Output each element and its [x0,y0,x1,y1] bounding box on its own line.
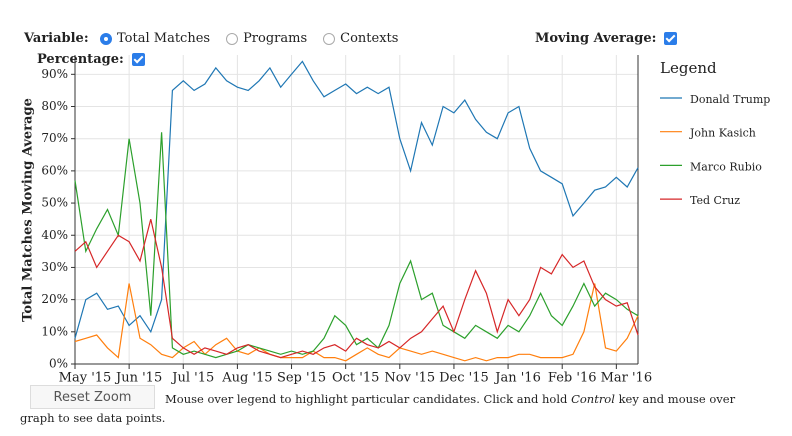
radio-group: Total Matches Programs Contexts [100,31,414,46]
radio-option[interactable]: Programs [226,31,307,46]
y-tick-label: 20% [41,292,68,306]
series-line [74,132,639,359]
x-tick-label: Jun '15 [114,371,162,386]
percentage-checkbox[interactable] [131,53,145,66]
y-tick-label: 70% [41,131,68,145]
moving-average-checkbox[interactable] [664,32,678,45]
y-axis-title: Total Matches Moving Average [21,98,36,322]
x-tick-label: Oct '15 [332,371,379,386]
y-tick-label: 30% [41,260,68,274]
x-tick-label: Jan '16 [493,371,541,386]
y-tick-label: 10% [41,324,68,338]
x-tick-label: Aug '15 [221,371,272,386]
reset-zoom-button[interactable]: Reset Zoom [30,385,155,409]
help-before: Mouse over legend to highlight particula… [165,392,568,406]
radio[interactable] [226,32,239,45]
help-emphasis: Control [571,392,615,406]
legend-title: Legend [660,59,717,77]
radio-option[interactable]: Contexts [323,31,398,46]
radio-label: Total Matches [117,31,211,46]
radio-option[interactable]: Total Matches [100,31,210,46]
y-tick-label: 0% [49,357,68,371]
moving-average-label: Moving Average: [535,31,657,46]
x-tick-label: Dec '15 [439,371,489,386]
x-tick-label: Mar '16 [601,371,653,386]
x-tick-label: Feb '16 [548,371,597,386]
series-line [74,60,639,339]
radio-label: Contexts [340,31,399,46]
radio-label: Programs [243,31,308,46]
radio[interactable] [100,32,112,45]
series-line [74,283,639,362]
variable-label: Variable: [24,31,89,46]
x-tick-label: Jul '15 [170,371,214,386]
y-tick-label: 50% [41,196,68,210]
radio[interactable] [323,32,336,45]
help-text: Mouse over legend to highlight particula… [20,390,740,428]
y-tick-label: 60% [41,163,68,177]
series-line [74,219,639,359]
percentage-label: Percentage: [37,52,124,67]
x-tick-label: Sep '15 [277,371,326,386]
y-tick-label: 40% [41,228,68,242]
x-tick-label: May '15 [59,371,112,386]
legend-label: Donald Trump [690,93,770,106]
legend-label: John Kasich [689,127,756,140]
legend: Donald Trump John Kasich Marco Rubio Ted Cr… [660,93,770,207]
y-tick-label: 80% [41,99,68,113]
x-tick-label: Nov '15 [384,371,435,386]
y-tick-label: 90% [41,67,68,81]
legend-label: Ted Cruz [690,194,740,207]
help-after: key and mouse over graph to see data poi… [20,392,736,425]
legend-label: Marco Rubio [690,160,762,173]
